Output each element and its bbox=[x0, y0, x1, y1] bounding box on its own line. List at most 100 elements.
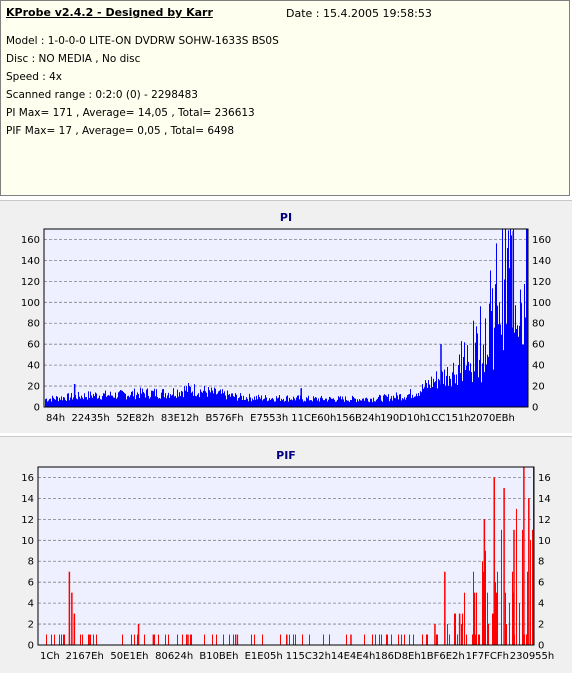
y-tick-label-left: 4 bbox=[28, 599, 34, 610]
chart-title: PI bbox=[280, 211, 292, 224]
pi-bar bbox=[80, 398, 81, 407]
pi-bar bbox=[131, 391, 132, 407]
pi-bar bbox=[51, 401, 52, 407]
pi-bar bbox=[392, 400, 393, 407]
pi-bar bbox=[198, 393, 199, 407]
x-tick-label: 1F7FCFh bbox=[466, 651, 509, 662]
pi-bar bbox=[355, 398, 356, 407]
pif-bar bbox=[216, 634, 217, 645]
x-tick-label: 115C32h bbox=[286, 651, 331, 662]
pi-bar bbox=[78, 391, 79, 407]
pif-bar bbox=[168, 634, 169, 645]
pi-bar bbox=[209, 390, 210, 407]
y-tick-label-left: 12 bbox=[21, 515, 34, 526]
pif-bar bbox=[501, 529, 502, 645]
pif-bar bbox=[233, 634, 234, 645]
y-tick-label-left: 10 bbox=[21, 536, 34, 547]
pi-bar bbox=[195, 395, 196, 407]
pi-bar bbox=[177, 389, 178, 407]
pi-bar bbox=[182, 391, 183, 407]
pi-bar bbox=[387, 397, 388, 407]
pif-bar bbox=[293, 634, 294, 645]
pif-bar bbox=[422, 634, 423, 645]
pi-bar bbox=[353, 396, 354, 407]
pi-bar bbox=[239, 397, 240, 407]
pi-bar bbox=[184, 386, 185, 407]
pif-bar bbox=[427, 634, 428, 645]
pi-bar bbox=[494, 327, 495, 407]
pi-bar bbox=[246, 397, 247, 407]
y-tick-label-left: 60 bbox=[27, 340, 40, 351]
pi-bar bbox=[457, 384, 458, 407]
pi-bar bbox=[256, 395, 257, 407]
pi-bar bbox=[45, 399, 46, 407]
pi-bar bbox=[50, 398, 51, 407]
x-tick-label: 2070EBh bbox=[470, 413, 515, 424]
pi-bar bbox=[95, 392, 96, 407]
pi-bar bbox=[227, 390, 228, 407]
pi-bar bbox=[235, 393, 236, 407]
pi-bar bbox=[315, 397, 316, 407]
pi-bar bbox=[462, 381, 463, 407]
pi-bar bbox=[497, 305, 498, 407]
y-tick-label-right: 60 bbox=[532, 340, 545, 351]
pi-bar bbox=[277, 398, 278, 407]
pi-bar bbox=[171, 395, 172, 407]
pif-bar bbox=[426, 634, 427, 645]
pi-bar bbox=[204, 386, 205, 407]
pi-bar bbox=[203, 390, 204, 407]
pif-bar bbox=[295, 634, 296, 645]
pi-bar bbox=[396, 392, 397, 407]
pi-bar bbox=[211, 387, 212, 407]
pi-summary-line: PI Max= 171 , Average= 14,05 , Total= 23… bbox=[6, 107, 255, 119]
pi-bar bbox=[506, 324, 507, 407]
pi-bar bbox=[467, 345, 468, 407]
pi-bar bbox=[112, 395, 113, 407]
pif-bar bbox=[455, 613, 456, 645]
pi-bar bbox=[352, 395, 353, 407]
pi-bar bbox=[178, 396, 179, 407]
pif-bar bbox=[54, 634, 55, 645]
pi-bar bbox=[502, 229, 503, 407]
pi-bar bbox=[313, 396, 314, 407]
spike-bar bbox=[286, 634, 288, 645]
pi-bar bbox=[190, 387, 191, 407]
pif-bar bbox=[254, 634, 255, 645]
pi-bar bbox=[406, 397, 407, 407]
speed-line: Speed : 4x bbox=[6, 71, 63, 83]
pi-bar bbox=[175, 395, 176, 407]
pi-bar bbox=[472, 382, 473, 407]
pi-bar bbox=[253, 400, 254, 407]
spike-bar bbox=[152, 634, 155, 645]
pi-bar bbox=[226, 399, 227, 407]
pif-chart: PIF 0 0 2 2 4 4 6 6 8 8 10 10 12 12 14 14 16 16 1Ch 2167Eh 50… bbox=[21, 449, 554, 662]
pi-bar bbox=[447, 366, 448, 407]
pi-bar bbox=[349, 402, 350, 407]
spike-bar bbox=[513, 529, 515, 645]
pi-bar bbox=[274, 401, 275, 407]
pif-bar bbox=[437, 634, 438, 645]
pi-bar bbox=[285, 400, 286, 407]
pi-bar bbox=[378, 397, 379, 407]
pi-bar bbox=[395, 398, 396, 407]
pi-bar bbox=[119, 391, 120, 407]
pi-bar bbox=[471, 372, 472, 407]
pi-bar bbox=[248, 401, 249, 407]
pi-bar bbox=[375, 401, 376, 407]
pi-bar bbox=[351, 400, 352, 407]
pi-bar bbox=[206, 392, 207, 407]
pif-bar bbox=[457, 634, 458, 645]
pi-bar bbox=[197, 394, 198, 407]
pi-bar bbox=[189, 385, 190, 407]
y-tick-label-right: 12 bbox=[538, 515, 551, 526]
pi-bar bbox=[298, 395, 299, 407]
y-tick-label-left: 6 bbox=[28, 578, 34, 589]
plot-frame bbox=[37, 466, 535, 646]
pi-bar bbox=[268, 400, 269, 407]
pi-bar bbox=[151, 390, 152, 407]
pi-bar bbox=[207, 396, 208, 407]
pi-bar bbox=[339, 397, 340, 407]
pi-bar bbox=[451, 386, 452, 407]
model-line: Model : 1-0-0-0 LITE-ON DVDRW SOHW-1633S… bbox=[6, 35, 279, 47]
y-tick-label-right: 0 bbox=[532, 403, 538, 414]
